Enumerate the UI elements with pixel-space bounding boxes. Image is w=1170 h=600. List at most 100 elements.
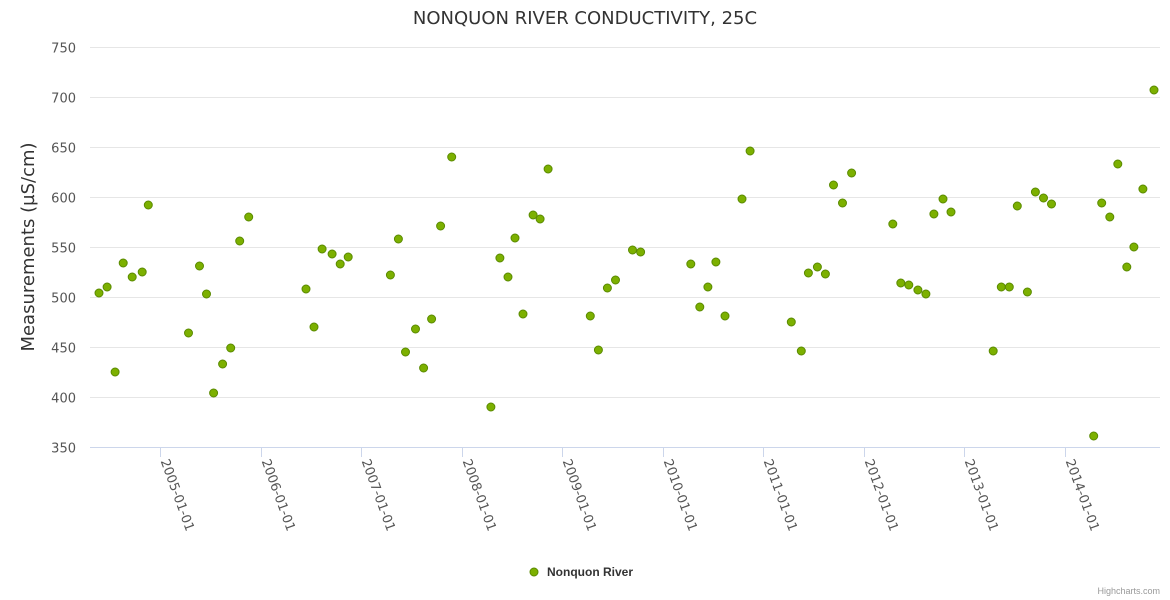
data-point-44[interactable] (695, 302, 705, 312)
x-tick-label-2008-01-01: 2008-01-01 (459, 457, 499, 533)
data-point-58[interactable] (888, 219, 898, 229)
data-point-50[interactable] (786, 317, 796, 327)
data-point-5[interactable] (137, 267, 147, 277)
data-point-80[interactable] (1138, 184, 1148, 194)
y-axis-title: Measurements (µS/cm) (18, 142, 39, 351)
data-point-29[interactable] (486, 402, 496, 412)
data-point-72[interactable] (1039, 193, 1048, 203)
data-point-74[interactable] (1089, 431, 1099, 441)
data-point-0[interactable] (94, 288, 104, 298)
credits-link[interactable]: Highcharts.com (1097, 586, 1160, 596)
data-point-40[interactable] (611, 275, 620, 285)
data-point-39[interactable] (602, 283, 612, 293)
data-point-12[interactable] (226, 343, 236, 353)
y-tick-label-450: 450 (51, 342, 76, 357)
x-tick-label-2007-01-01: 2007-01-01 (358, 457, 398, 533)
data-point-77[interactable] (1113, 159, 1123, 169)
data-point-14[interactable] (244, 212, 254, 222)
data-point-2[interactable] (110, 367, 120, 377)
data-point-36[interactable] (543, 164, 553, 174)
data-point-48[interactable] (737, 194, 747, 204)
data-point-64[interactable] (938, 194, 948, 204)
data-point-73[interactable] (1047, 199, 1056, 209)
data-point-17[interactable] (317, 244, 327, 254)
legend-label: Nonquon River (547, 565, 633, 579)
data-point-27[interactable] (436, 221, 446, 231)
data-point-69[interactable] (1012, 201, 1022, 211)
y-tick-label-500: 500 (51, 292, 76, 307)
data-point-4[interactable] (127, 272, 137, 282)
data-point-45[interactable] (703, 282, 713, 292)
y-tick-label-550: 550 (51, 242, 76, 257)
data-point-43[interactable] (686, 259, 696, 269)
data-point-47[interactable] (720, 311, 730, 321)
data-point-11[interactable] (218, 359, 228, 369)
data-point-18[interactable] (327, 249, 337, 259)
data-point-70[interactable] (1022, 287, 1032, 297)
data-point-76[interactable] (1105, 212, 1115, 222)
chart-title: NONQUON RIVER CONDUCTIVITY, 25C (413, 8, 757, 29)
data-point-20[interactable] (343, 252, 353, 262)
data-point-68[interactable] (1004, 282, 1014, 292)
data-point-34[interactable] (528, 210, 538, 220)
data-point-61[interactable] (913, 285, 923, 295)
y-tick-label-350: 350 (51, 442, 76, 457)
legend-marker (529, 567, 539, 577)
legend-item-nonquon-river[interactable]: Nonquon River (529, 565, 633, 579)
x-tick-label-2012-01-01: 2012-01-01 (861, 457, 901, 533)
x-tick-label-2014-01-01: 2014-01-01 (1062, 457, 1102, 533)
data-point-62[interactable] (921, 289, 931, 299)
data-point-52[interactable] (803, 268, 813, 278)
data-point-38[interactable] (593, 345, 603, 355)
data-point-30[interactable] (495, 253, 505, 263)
data-point-37[interactable] (585, 311, 595, 321)
data-point-51[interactable] (796, 346, 806, 356)
data-point-16[interactable] (309, 322, 319, 332)
data-point-63[interactable] (929, 209, 939, 219)
data-point-55[interactable] (829, 180, 838, 190)
x-tick-label-2010-01-01: 2010-01-01 (660, 457, 700, 533)
data-point-9[interactable] (202, 289, 211, 299)
data-point-60[interactable] (904, 280, 914, 290)
y-tick-label-750: 750 (51, 42, 76, 57)
data-point-26[interactable] (427, 314, 437, 324)
data-point-81[interactable] (1149, 85, 1159, 95)
data-point-78[interactable] (1122, 262, 1132, 272)
data-point-59[interactable] (896, 278, 906, 288)
data-point-53[interactable] (812, 262, 822, 272)
data-point-15[interactable] (301, 284, 311, 294)
data-point-46[interactable] (711, 257, 721, 267)
data-point-79[interactable] (1129, 242, 1139, 252)
data-point-35[interactable] (535, 214, 545, 224)
data-point-8[interactable] (195, 261, 204, 271)
data-point-54[interactable] (820, 269, 830, 279)
data-point-41[interactable] (628, 245, 637, 255)
data-point-75[interactable] (1097, 198, 1107, 208)
data-point-31[interactable] (503, 272, 513, 282)
data-point-13[interactable] (235, 236, 245, 246)
data-point-1[interactable] (102, 282, 112, 292)
data-point-66[interactable] (988, 346, 998, 356)
data-point-32[interactable] (510, 233, 520, 243)
data-point-22[interactable] (393, 234, 403, 244)
data-point-65[interactable] (946, 207, 956, 217)
gridlines (90, 47, 1160, 448)
data-point-10[interactable] (209, 388, 219, 398)
data-point-33[interactable] (518, 309, 528, 319)
data-point-6[interactable] (143, 200, 153, 210)
data-point-3[interactable] (118, 258, 128, 268)
data-point-19[interactable] (335, 259, 345, 269)
data-point-56[interactable] (838, 198, 847, 208)
data-point-23[interactable] (401, 347, 410, 357)
data-point-67[interactable] (996, 282, 1006, 292)
data-point-42[interactable] (636, 247, 646, 257)
data-point-71[interactable] (1030, 187, 1040, 197)
data-point-7[interactable] (184, 328, 193, 338)
data-point-24[interactable] (411, 324, 420, 334)
data-point-57[interactable] (847, 168, 857, 178)
data-point-28[interactable] (447, 152, 457, 162)
data-point-49[interactable] (745, 146, 755, 156)
data-point-21[interactable] (385, 270, 395, 280)
data-point-25[interactable] (419, 363, 429, 373)
